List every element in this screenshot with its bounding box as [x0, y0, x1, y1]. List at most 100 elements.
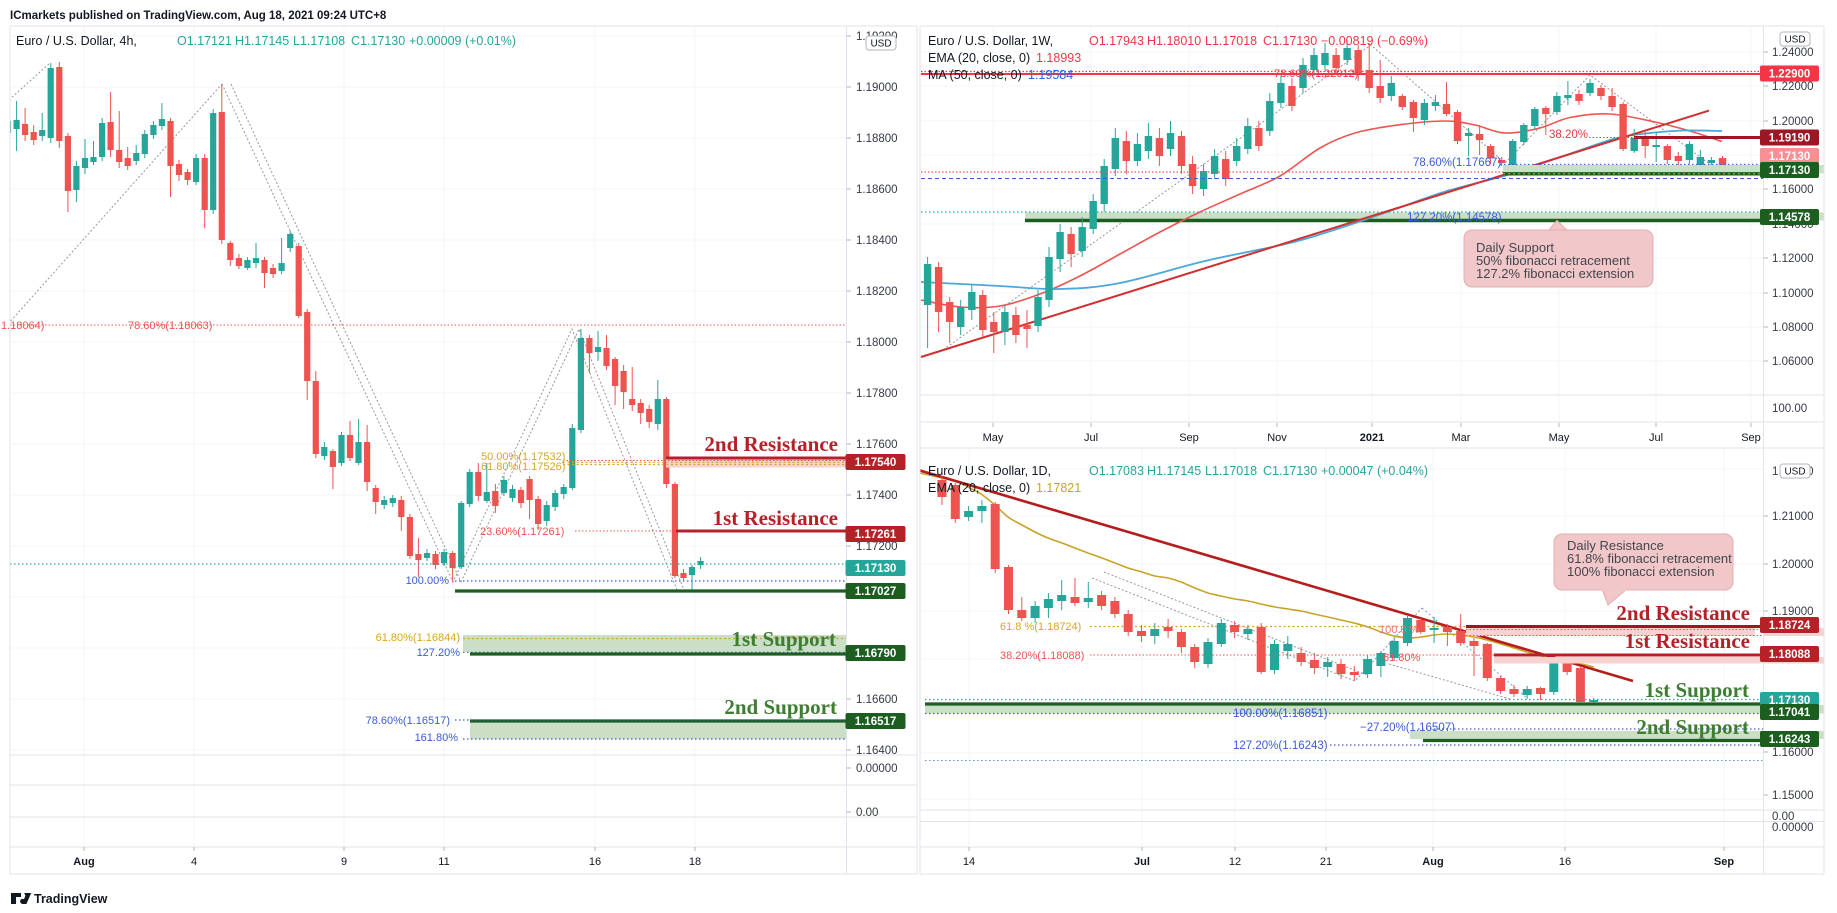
- svg-text:Aug: Aug: [1422, 856, 1443, 868]
- svg-text:O1.17121: O1.17121: [177, 34, 232, 48]
- svg-text:1.16517: 1.16517: [855, 716, 897, 728]
- svg-text:78.60%(1.22912): 78.60%(1.22912): [1274, 68, 1358, 80]
- svg-text:1.20000: 1.20000: [1772, 116, 1814, 128]
- svg-text:1.17600: 1.17600: [856, 439, 898, 451]
- svg-text:1.19000: 1.19000: [1772, 606, 1814, 618]
- svg-text:TradingView: TradingView: [34, 892, 108, 906]
- svg-text:100.00%(1.16851): 100.00%(1.16851): [1233, 708, 1328, 720]
- svg-text:+0.00047 (+0.04%): +0.00047 (+0.04%): [1321, 464, 1428, 478]
- svg-text:0.00000: 0.00000: [1772, 822, 1814, 834]
- svg-text:USD: USD: [870, 39, 891, 50]
- svg-text:1.12000: 1.12000: [1772, 253, 1814, 265]
- svg-text:−0.00819 (−0.69%): −0.00819 (−0.69%): [1321, 34, 1428, 48]
- svg-text:1.18400: 1.18400: [856, 235, 898, 247]
- svg-text:127.20%: 127.20%: [417, 647, 461, 659]
- svg-text:21: 21: [1320, 856, 1332, 868]
- svg-text:EMA (20, close, 0): EMA (20, close, 0): [928, 481, 1030, 495]
- svg-text:1.21000: 1.21000: [1772, 511, 1814, 523]
- svg-text:100.00: 100.00: [1772, 403, 1807, 415]
- svg-text:L1.17108: L1.17108: [293, 34, 345, 48]
- svg-text:61.80%(1.16844): 61.80%(1.16844): [376, 632, 460, 644]
- svg-text:38.20%(1.18088): 38.20%(1.18088): [1000, 650, 1084, 662]
- svg-text:23.60%(1.17261): 23.60%(1.17261): [480, 526, 564, 538]
- svg-text:9: 9: [341, 856, 347, 868]
- svg-text:Jul: Jul: [1084, 432, 1098, 444]
- svg-text:H1.18010: H1.18010: [1147, 34, 1201, 48]
- svg-text:127.20%(1.16243): 127.20%(1.16243): [1233, 740, 1328, 752]
- svg-text:0.00: 0.00: [1772, 811, 1794, 823]
- svg-text:+0.00009 (+0.01%): +0.00009 (+0.01%): [409, 34, 516, 48]
- svg-text:Daily Resistance: Daily Resistance: [1567, 538, 1664, 553]
- svg-text:61.80%(1.17526): 61.80%(1.17526): [481, 461, 565, 473]
- svg-text:H1.17145: H1.17145: [235, 34, 289, 48]
- svg-text:1.18800: 1.18800: [856, 133, 898, 145]
- svg-text:1st Resistance: 1st Resistance: [1625, 629, 1750, 653]
- svg-text:Euro / U.S. Dollar, 1W,: Euro / U.S. Dollar, 1W,: [928, 34, 1053, 48]
- svg-text:May: May: [1549, 432, 1570, 444]
- svg-text:61.8 %(1.18724): 61.8 %(1.18724): [1000, 621, 1081, 633]
- svg-text:1.17821: 1.17821: [1036, 481, 1081, 495]
- svg-text:1.17041: 1.17041: [1769, 707, 1811, 719]
- svg-text:78.60%(1.17667): 78.60%(1.17667): [1413, 157, 1501, 169]
- svg-text:2021: 2021: [1360, 432, 1384, 444]
- svg-text:1.18600: 1.18600: [856, 184, 898, 196]
- svg-text:Nov: Nov: [1267, 432, 1287, 444]
- svg-text:1.17027: 1.17027: [855, 586, 897, 598]
- svg-text:2nd Support: 2nd Support: [1636, 715, 1749, 739]
- svg-text:1.18200: 1.18200: [856, 286, 898, 298]
- svg-text:USD: USD: [1784, 35, 1805, 46]
- svg-text:Sep: Sep: [1741, 432, 1761, 444]
- svg-text:1.19000: 1.19000: [856, 82, 898, 94]
- svg-text:78.60%(1.16517): 78.60%(1.16517): [366, 715, 450, 727]
- svg-text:1.18724: 1.18724: [1769, 620, 1811, 632]
- svg-text:100.0 %: 100.0 %: [1379, 624, 1420, 636]
- svg-text:12: 12: [1229, 856, 1241, 868]
- svg-text:Jul: Jul: [1134, 856, 1150, 868]
- svg-text:0.00: 0.00: [856, 807, 878, 819]
- svg-text:1.18000: 1.18000: [856, 337, 898, 349]
- svg-text:1.19190: 1.19190: [1769, 133, 1811, 145]
- svg-text:EMA (20, close, 0): EMA (20, close, 0): [928, 51, 1030, 65]
- svg-text:1.17800: 1.17800: [856, 388, 898, 400]
- svg-text:1st Support: 1st Support: [1645, 678, 1749, 702]
- svg-text:1.16600: 1.16600: [856, 694, 898, 706]
- svg-text:127.2% fibonacci extension: 127.2% fibonacci extension: [1476, 266, 1634, 281]
- svg-text:C1.17130: C1.17130: [1263, 34, 1317, 48]
- svg-text:2nd Resistance: 2nd Resistance: [704, 432, 838, 456]
- svg-text:MA (50, close, 0): MA (50, close, 0): [928, 68, 1022, 82]
- svg-text:11: 11: [438, 856, 449, 868]
- svg-text:Mar: Mar: [1452, 432, 1471, 444]
- svg-text:O1.17943: O1.17943: [1089, 34, 1144, 48]
- svg-text:1.22000: 1.22000: [1772, 81, 1814, 93]
- svg-text:L1.17018: L1.17018: [1205, 464, 1257, 478]
- svg-text:1.17130: 1.17130: [1769, 151, 1811, 163]
- svg-text:1.24000: 1.24000: [1772, 47, 1814, 59]
- svg-text:L1.17018: L1.17018: [1205, 34, 1257, 48]
- svg-text:38.20%: 38.20%: [1549, 129, 1588, 141]
- svg-text:1.22900: 1.22900: [1769, 69, 1811, 81]
- svg-text:1.17200: 1.17200: [856, 541, 898, 553]
- svg-text:Euro / U.S. Dollar, 1D,: Euro / U.S. Dollar, 1D,: [928, 464, 1051, 478]
- svg-text:Euro / U.S. Dollar, 4h,: Euro / U.S. Dollar, 4h,: [16, 34, 137, 48]
- svg-text:1.19584: 1.19584: [1028, 68, 1073, 82]
- svg-text:1.18064): 1.18064): [1, 320, 44, 332]
- svg-text:Aug: Aug: [73, 856, 94, 868]
- svg-text:1.16790: 1.16790: [855, 648, 897, 660]
- svg-text:16: 16: [1559, 856, 1571, 868]
- svg-text:Sep: Sep: [1714, 856, 1734, 868]
- svg-text:1.16400: 1.16400: [856, 745, 898, 757]
- svg-text:2nd Support: 2nd Support: [724, 695, 837, 719]
- svg-text:100% fibonacci extension: 100% fibonacci extension: [1567, 564, 1714, 579]
- svg-text:1.10000: 1.10000: [1772, 288, 1814, 300]
- svg-text:ICmarkets published on Trading: ICmarkets published on TradingView.com, …: [10, 10, 387, 22]
- svg-text:1.18993: 1.18993: [1036, 51, 1081, 65]
- svg-text:161.80%: 161.80%: [415, 732, 459, 744]
- svg-text:50.00%(1.17532): 50.00%(1.17532): [481, 451, 565, 463]
- svg-text:78.60%(1.18063): 78.60%(1.18063): [128, 320, 212, 332]
- svg-text:C1.17130: C1.17130: [1263, 464, 1317, 478]
- svg-text:1.16000: 1.16000: [1772, 184, 1814, 196]
- svg-text:1.14578: 1.14578: [1769, 212, 1811, 224]
- svg-text:1st Resistance: 1st Resistance: [713, 506, 838, 530]
- svg-text:USD: USD: [1784, 467, 1805, 478]
- svg-text:Daily Support: Daily Support: [1476, 240, 1554, 255]
